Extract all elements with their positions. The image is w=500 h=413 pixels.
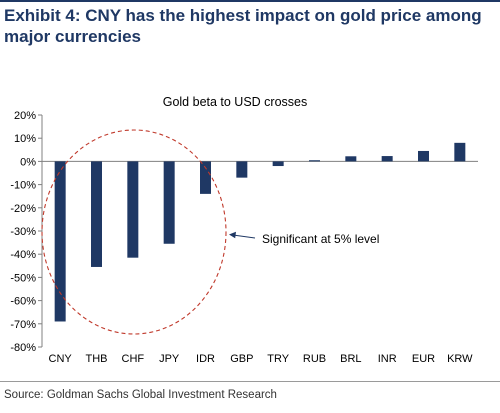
bar-krw — [454, 142, 466, 162]
y-tick-label: -50% — [10, 272, 36, 284]
y-axis: 20% 10% 0% -10% -20% -30% -40% -50% -60% -70% -80% — [10, 110, 478, 354]
y-tick-label: 0% — [20, 156, 36, 168]
bar-gbp — [236, 161, 248, 178]
source-note: Source: Goldman Sachs Global Investment … — [4, 389, 277, 401]
top-rule — [0, 0, 500, 2]
bar-cny — [54, 161, 66, 322]
significance-ellipse — [41, 129, 227, 335]
x-tick-label: BRL — [340, 353, 361, 365]
y-tick-label: -60% — [10, 296, 36, 308]
x-tick-label: KRW — [447, 353, 473, 365]
y-tick-label: -70% — [10, 319, 36, 331]
y-tick-label: -10% — [10, 180, 36, 192]
x-tick-label: CNY — [49, 353, 73, 365]
bar-chf — [127, 161, 139, 258]
chart-title: Gold beta to USD crosses — [163, 95, 308, 109]
source-rule — [0, 381, 500, 382]
x-tick-label: INR — [378, 353, 397, 365]
y-tick-label: -80% — [10, 342, 36, 354]
x-tick-label: RUB — [303, 353, 326, 365]
annotation-label: Significant at 5% level — [262, 232, 379, 246]
x-tick-label: IDR — [196, 353, 215, 365]
x-tick-label: GBP — [230, 353, 253, 365]
bar-eur — [418, 150, 429, 162]
bar-idr — [200, 161, 211, 194]
bar-inr — [381, 156, 393, 162]
y-tick-label: -20% — [10, 203, 36, 215]
bar-thb — [91, 161, 102, 267]
bar-brl — [345, 156, 357, 162]
x-axis-labels: CNY THB CHF JPY IDR GBP TRY RUB BRL INR EUR KRW — [49, 353, 474, 365]
x-tick-label: TRY — [267, 353, 289, 365]
y-tick-label: 10% — [14, 133, 36, 145]
y-tick-label: -30% — [10, 226, 36, 238]
bars — [54, 142, 466, 322]
x-tick-label: EUR — [412, 353, 435, 365]
bar-try — [272, 161, 284, 167]
x-tick-label: CHF — [122, 353, 145, 365]
x-tick-label: THB — [86, 353, 108, 365]
annotation-arrow — [229, 231, 256, 239]
y-tick-label: -40% — [10, 249, 36, 261]
exhibit-title: Exhibit 4: CNY has the highest impact on… — [4, 6, 482, 46]
bar-rub — [309, 160, 320, 162]
y-tick-label: 20% — [14, 110, 36, 122]
bar-jpy — [163, 161, 175, 244]
x-tick-label: JPY — [159, 353, 180, 365]
